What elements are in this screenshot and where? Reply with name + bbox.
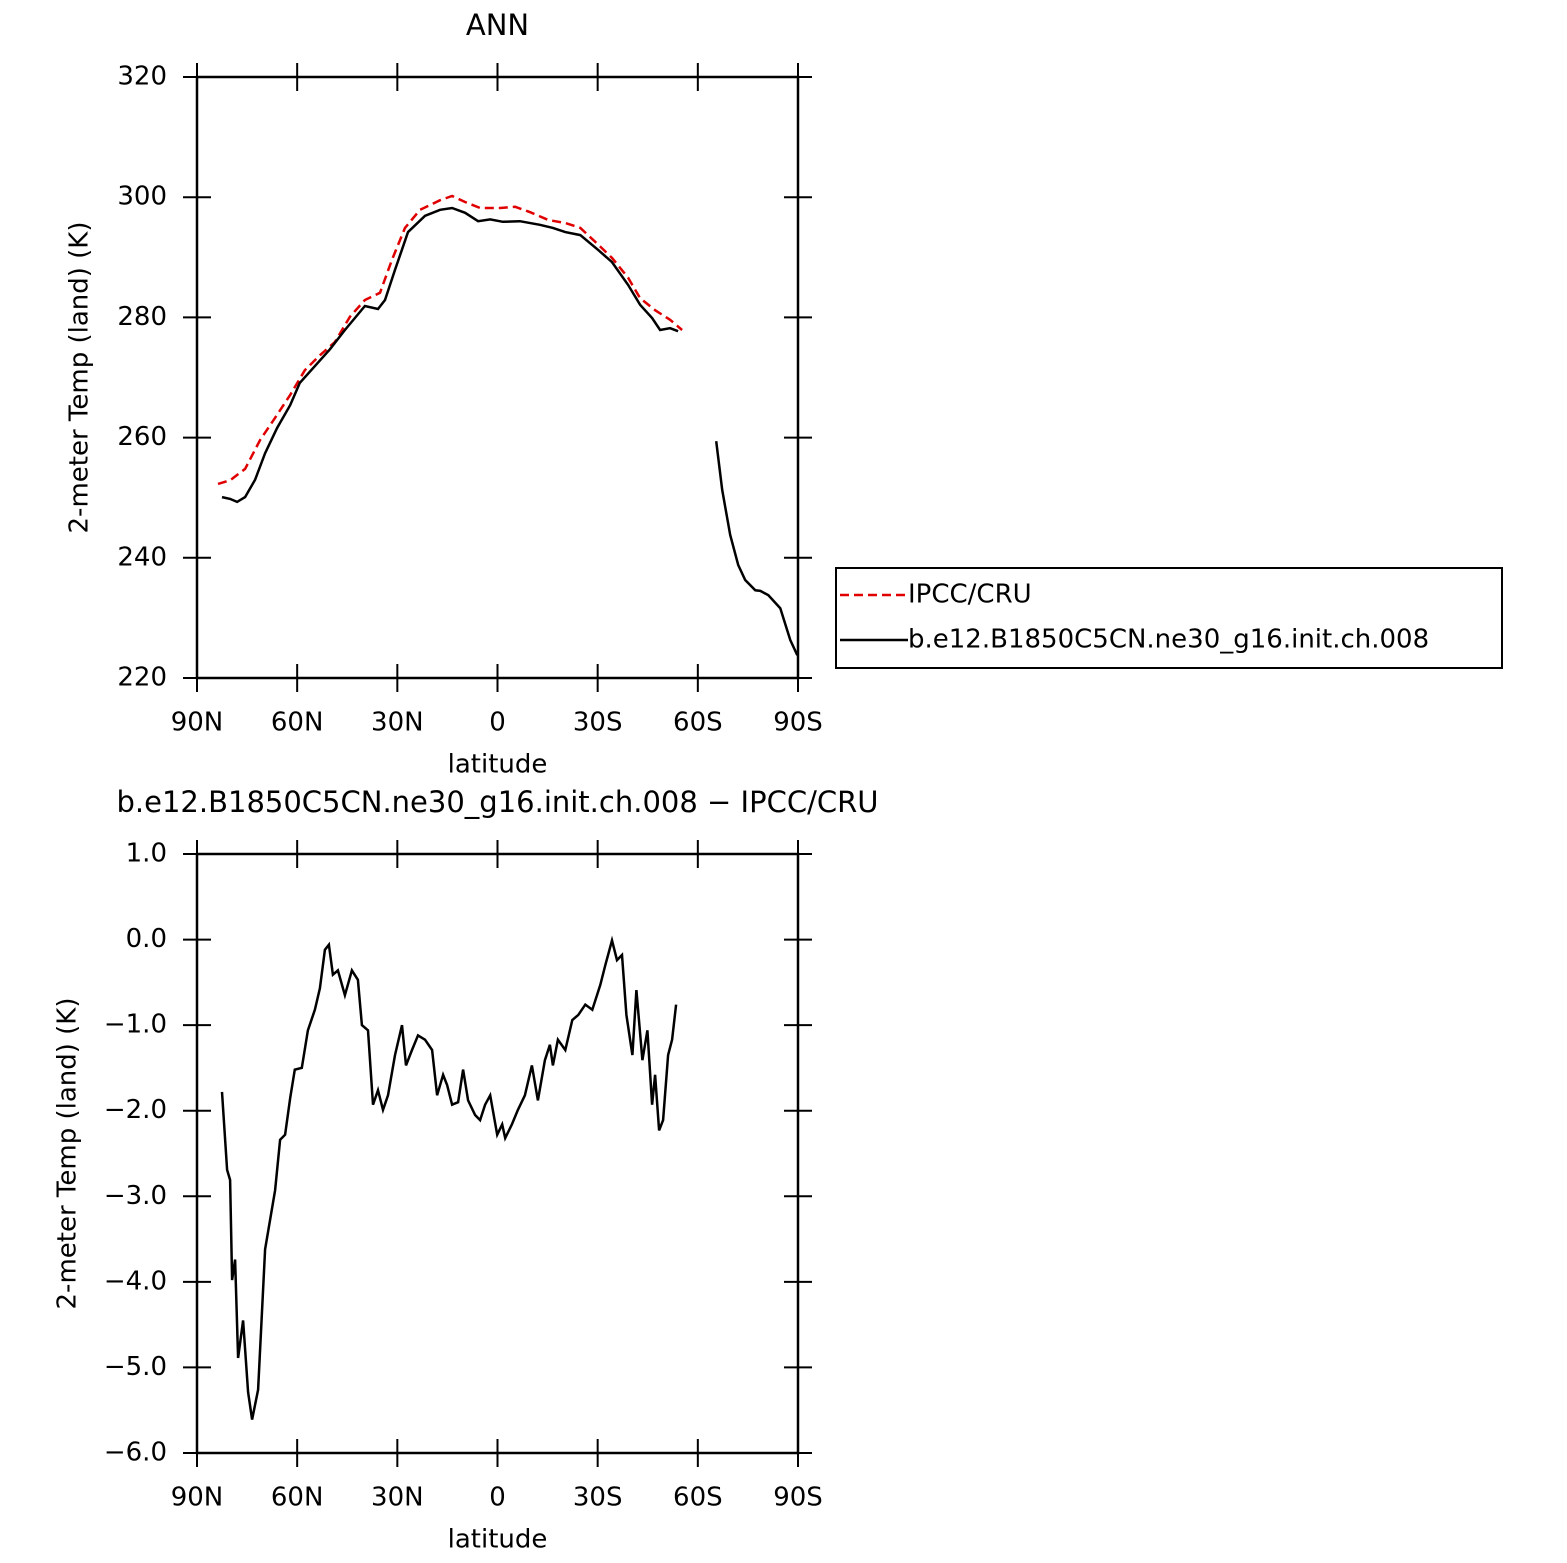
- x-tick-label: 90S: [773, 708, 823, 738]
- data-line: [217, 194, 683, 486]
- x-tick-label: 60S: [673, 1483, 723, 1513]
- x-tick-label: 0: [489, 1483, 506, 1513]
- y-tick-label: −6.0: [104, 1438, 167, 1468]
- x-tick-label: 30S: [573, 708, 623, 738]
- x-tick-label: 60N: [271, 708, 324, 738]
- chart-title: b.e12.B1850C5CN.ne30_g16.init.ch.008 − I…: [117, 785, 879, 819]
- y-axis-label: 2-meter Temp (land) (K): [65, 222, 95, 534]
- legend-label: b.e12.B1850C5CN.ne30_g16.init.ch.008: [908, 625, 1429, 655]
- y-tick-label: 240: [117, 542, 167, 572]
- x-tick-label: 90S: [773, 1483, 823, 1513]
- x-tick-label: 60N: [271, 1483, 324, 1513]
- legend-label: IPCC/CRU: [908, 580, 1032, 610]
- x-tick-label: 0: [489, 708, 506, 738]
- y-tick-label: −2.0: [104, 1095, 167, 1125]
- x-tick-label: 90N: [171, 708, 224, 738]
- x-tick-label: 90N: [171, 1483, 224, 1513]
- y-tick-label: −4.0: [104, 1266, 167, 1296]
- y-tick-label: −1.0: [104, 1010, 167, 1040]
- plot-frame: [195, 852, 800, 1455]
- y-tick-label: 0.0: [126, 924, 167, 954]
- x-tick-label: 30N: [371, 1483, 424, 1513]
- y-axis-label: 2-meter Temp (land) (K): [53, 998, 83, 1310]
- x-tick-label: 30N: [371, 708, 424, 738]
- y-tick-label: 260: [117, 422, 167, 452]
- data-line: [220, 935, 678, 1420]
- chart-title: ANN: [466, 8, 529, 42]
- plot-frame: [195, 75, 800, 680]
- legend-box: [835, 567, 1503, 669]
- y-tick-label: 280: [117, 302, 167, 332]
- y-tick-label: 220: [117, 663, 167, 693]
- y-tick-label: 320: [117, 62, 167, 92]
- x-tick-label: 60S: [673, 708, 723, 738]
- y-tick-label: 300: [117, 182, 167, 212]
- y-tick-label: −5.0: [104, 1352, 167, 1382]
- y-tick-label: 1.0: [126, 839, 167, 869]
- x-axis-label: latitude: [448, 1525, 548, 1555]
- data-line: [221, 206, 799, 656]
- y-tick-label: −3.0: [104, 1181, 167, 1211]
- x-tick-label: 30S: [573, 1483, 623, 1513]
- x-axis-label: latitude: [448, 750, 548, 780]
